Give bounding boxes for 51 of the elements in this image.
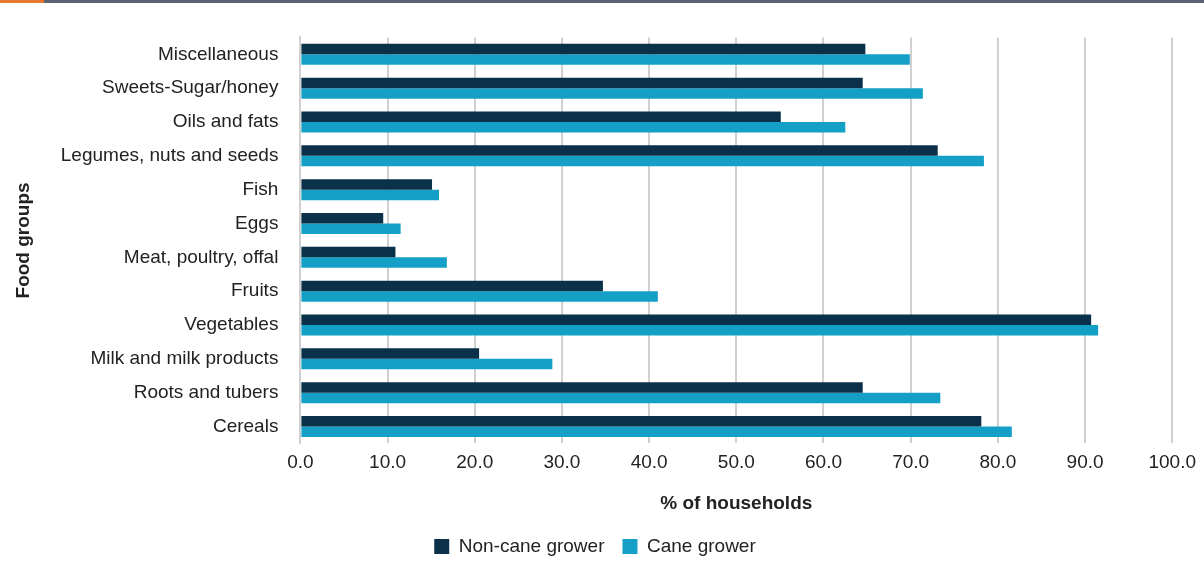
bar: [301, 145, 938, 156]
x-tick-label: 10.0: [369, 451, 407, 473]
bar: [301, 179, 433, 190]
x-tick-label: 20.0: [456, 451, 494, 473]
y-tick-label: Fruits: [230, 279, 279, 301]
y-tick-label: Roots and tubers: [133, 380, 279, 402]
y-tick-label: Milk and milk products: [90, 347, 279, 369]
bar: [301, 155, 984, 167]
bar: [301, 392, 941, 404]
bar: [301, 54, 910, 65]
bar: [301, 88, 923, 99]
bar: [301, 314, 1092, 325]
y-tick-label: Oils and fats: [172, 110, 279, 132]
y-tick-label: Eggs: [235, 211, 279, 233]
x-tick-label: 70.0: [892, 451, 930, 473]
x-tick-label: 50.0: [717, 451, 755, 473]
x-tick-label: 100.0: [1148, 451, 1196, 473]
y-tick-label: Cereals: [212, 414, 279, 436]
bar: [301, 43, 866, 55]
bar: [301, 121, 846, 133]
y-tick-label: Sweets-Sugar/honey: [102, 76, 279, 98]
bar: [301, 358, 553, 370]
y-tick-label: Miscellaneous: [157, 42, 279, 64]
bar: [301, 111, 781, 122]
bar: [301, 382, 863, 393]
bar: [301, 348, 480, 359]
bar: [301, 189, 440, 201]
bar: [301, 324, 1099, 336]
x-axis-title: % of households: [660, 491, 813, 513]
y-tick-label: Vegetables: [184, 313, 279, 335]
legend-label: Non-cane grower: [458, 534, 606, 556]
y-axis-title: Food groups: [11, 182, 33, 299]
y-tick-label: Fish: [242, 177, 279, 199]
x-tick-label: 80.0: [979, 451, 1017, 473]
bar: [301, 257, 447, 268]
x-tick-label: 60.0: [805, 451, 842, 473]
bar: [301, 223, 401, 234]
bar: [301, 291, 658, 302]
bar: [301, 213, 384, 224]
x-tick-label: 40.0: [630, 451, 668, 473]
x-tick-label: 0.0: [287, 451, 314, 473]
bar: [301, 246, 396, 258]
y-tick-label: Legumes, nuts and seeds: [60, 144, 279, 166]
legend-label: Cane grower: [646, 534, 757, 556]
x-tick-label: 90.0: [1066, 451, 1104, 473]
y-tick-label: Meat, poultry, offal: [123, 245, 279, 267]
bar: [301, 77, 863, 89]
x-tick-label: 30.0: [543, 451, 581, 473]
bar: [301, 426, 1012, 437]
bar: [301, 280, 603, 292]
bar: [301, 416, 982, 427]
